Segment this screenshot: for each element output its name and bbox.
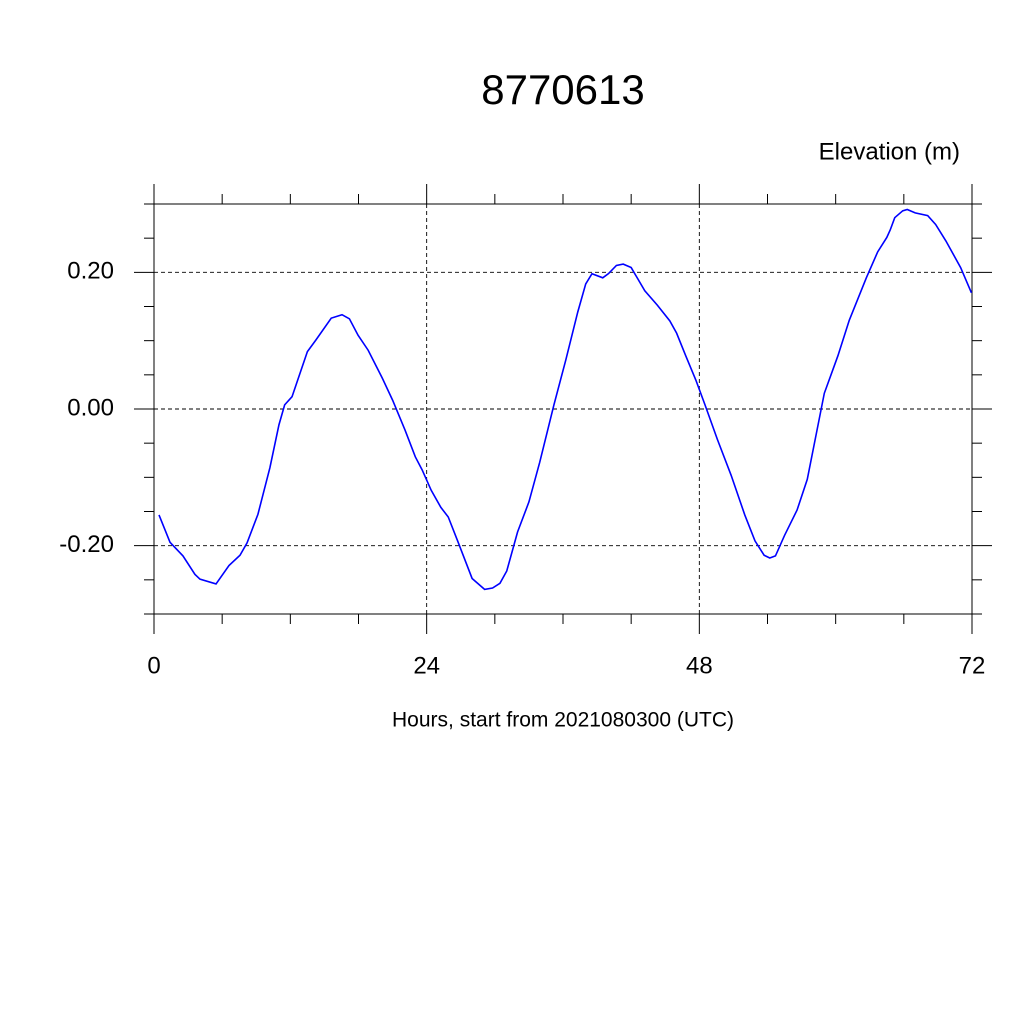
y-tick-label: -0.20	[59, 531, 114, 558]
plot-frame	[153, 203, 973, 615]
x-tick-label: 0	[147, 652, 160, 679]
y-tick-label: 0.20	[67, 258, 114, 285]
chart-title: 8770613	[481, 66, 645, 113]
x-tick-label: 48	[686, 652, 713, 679]
chart-subtitle: Elevation (m)	[819, 138, 960, 165]
data-line	[158, 208, 973, 591]
x-axis-label: Hours, start from 2021080300 (UTC)	[392, 709, 734, 732]
y-tick-label: 0.00	[67, 394, 114, 421]
x-tick-label: 72	[959, 652, 986, 679]
x-tick-label: 24	[413, 652, 440, 679]
